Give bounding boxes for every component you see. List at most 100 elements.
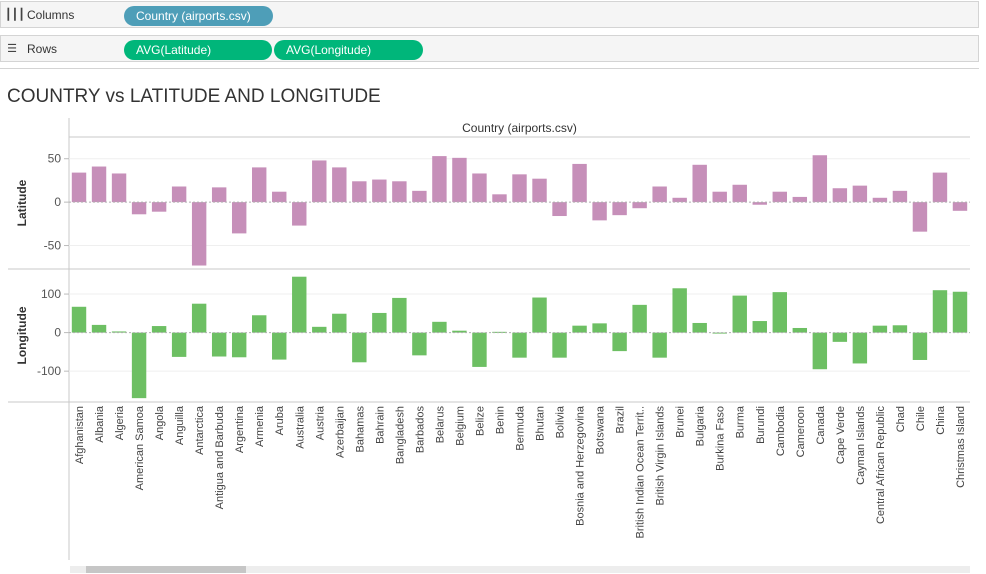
bar-latitude-25 — [572, 163, 587, 203]
bar-latitude-26 — [592, 202, 607, 221]
bar-latitude-4 — [151, 202, 167, 212]
bar-latitude-13 — [332, 167, 347, 203]
bar-latitude-20 — [472, 173, 487, 203]
bar-longitude-30 — [672, 288, 687, 333]
bar-latitude-23 — [532, 178, 547, 203]
bar-longitude-3 — [131, 332, 147, 399]
bar-longitude-43 — [932, 290, 948, 333]
bar-latitude-7 — [211, 187, 227, 203]
y-axis-label-longitude: Longitude — [15, 306, 29, 364]
bar-longitude-9 — [252, 315, 267, 333]
bar-longitude-14 — [352, 332, 367, 363]
columns-pill-country[interactable]: Country (airports.csv) — [124, 6, 273, 26]
x-tick-label: Brunei — [675, 406, 687, 438]
x-tick-label: Belgium — [454, 406, 466, 446]
bar-latitude-22 — [512, 174, 527, 203]
x-tick-label: Albania — [94, 405, 106, 443]
bar-longitude-1 — [91, 324, 107, 333]
bar-longitude-0 — [71, 306, 87, 333]
bar-latitude-29 — [652, 186, 667, 203]
bar-latitude-37 — [812, 155, 828, 203]
bar-longitude-40 — [872, 325, 888, 333]
x-tick-label: Anguilla — [174, 405, 186, 445]
rows-pill-longitude[interactable]: AVG(Longitude) — [274, 40, 423, 60]
bar-longitude-35 — [772, 292, 787, 333]
bar-longitude-39 — [852, 332, 868, 364]
bar-latitude-39 — [852, 185, 868, 203]
bar-latitude-11 — [292, 202, 307, 226]
x-tick-label: Azerbaijan — [334, 406, 346, 458]
bar-longitude-24 — [552, 332, 567, 358]
x-tick-label: Bolivia — [555, 405, 567, 438]
bar-latitude-10 — [272, 191, 287, 203]
x-tick-label: Central African Republic — [875, 406, 887, 525]
rows-pill-latitude[interactable]: AVG(Latitude) — [124, 40, 272, 60]
y-axis-label-latitude: Latitude — [15, 179, 29, 226]
x-tick-label: Cambodia — [775, 405, 787, 456]
rows-icon: ☰ — [7, 43, 17, 55]
x-tick-label: Aruba — [274, 405, 286, 435]
bar-longitude-4 — [151, 326, 167, 333]
bar-longitude-6 — [191, 303, 207, 333]
bar-latitude-12 — [312, 160, 327, 203]
bar-latitude-34 — [752, 202, 767, 205]
bar-longitude-32 — [712, 332, 727, 334]
x-tick-label: Christmas Island — [955, 406, 967, 488]
chart: Country (airports.csv) Latitude 50 0 -50 Long… — [8, 118, 970, 560]
bar-latitude-33 — [732, 184, 747, 203]
bar-latitude-18 — [432, 156, 447, 203]
x-tick-label: Brazil — [615, 406, 627, 434]
x-tick-label: Benin — [494, 406, 506, 434]
x-tick-label: China — [935, 405, 947, 435]
rows-shelf-label: ☰ Rows — [1, 36, 121, 61]
bar-longitude-5 — [171, 332, 187, 357]
scrollbar-thumb[interactable] — [86, 566, 246, 573]
rows-shelf: ☰ Rows AVG(Latitude) AVG(Longitude) — [0, 35, 979, 62]
bar-longitude-2 — [111, 331, 127, 333]
bar-longitude-23 — [532, 297, 547, 333]
x-tick-label: Chile — [915, 406, 927, 431]
bar-longitude-22 — [512, 332, 527, 358]
columns-shelf: ┃┃┃ Columns Country (airports.csv) — [0, 1, 979, 28]
bar-longitude-10 — [272, 332, 287, 360]
bar-latitude-17 — [412, 190, 427, 203]
x-tick-label: Canada — [815, 405, 827, 444]
bar-latitude-31 — [692, 164, 707, 203]
horizontal-scrollbar[interactable] — [70, 566, 970, 573]
x-tick-label: American Samoa — [134, 405, 146, 490]
bar-latitude-21 — [492, 194, 507, 203]
bar-longitude-29 — [652, 332, 667, 358]
x-tick-label: Burkina Faso — [715, 406, 727, 471]
x-tick-label: Algeria — [114, 405, 126, 440]
bar-latitude-27 — [612, 202, 627, 216]
bar-latitude-28 — [632, 202, 647, 209]
bar-latitude-1 — [91, 166, 107, 203]
x-tick-label: Bhutan — [535, 406, 547, 441]
bar-latitude-24 — [552, 202, 567, 217]
x-tick-label: Burundi — [755, 406, 767, 444]
x-tick-label: Antigua and Barbuda — [214, 405, 226, 509]
bar-latitude-40 — [872, 197, 888, 203]
x-tick-label: Cayman Islands — [855, 406, 867, 485]
bar-latitude-9 — [252, 167, 267, 203]
bar-longitude-17 — [412, 332, 427, 356]
bar-longitude-19 — [452, 330, 467, 333]
bar-latitude-38 — [832, 188, 848, 203]
bar-latitude-0 — [71, 172, 87, 203]
bar-longitude-26 — [592, 323, 607, 333]
bar-longitude-31 — [692, 322, 707, 333]
bar-latitude-36 — [792, 196, 808, 203]
bar-latitude-3 — [131, 202, 147, 215]
y-tick-label: 100 — [41, 287, 61, 301]
x-tick-label: Austria — [314, 405, 326, 440]
x-tick-label: Chad — [895, 406, 907, 432]
bar-longitude-27 — [612, 332, 627, 352]
bar-longitude-25 — [572, 325, 587, 333]
bar-longitude-42 — [912, 332, 928, 360]
x-tick-label: Barbados — [414, 406, 426, 454]
bar-longitude-8 — [231, 332, 247, 358]
bar-longitude-7 — [211, 332, 227, 357]
bar-longitude-20 — [472, 332, 487, 367]
bar-longitude-12 — [312, 326, 327, 333]
x-tick-label: Antarctica — [194, 405, 206, 455]
